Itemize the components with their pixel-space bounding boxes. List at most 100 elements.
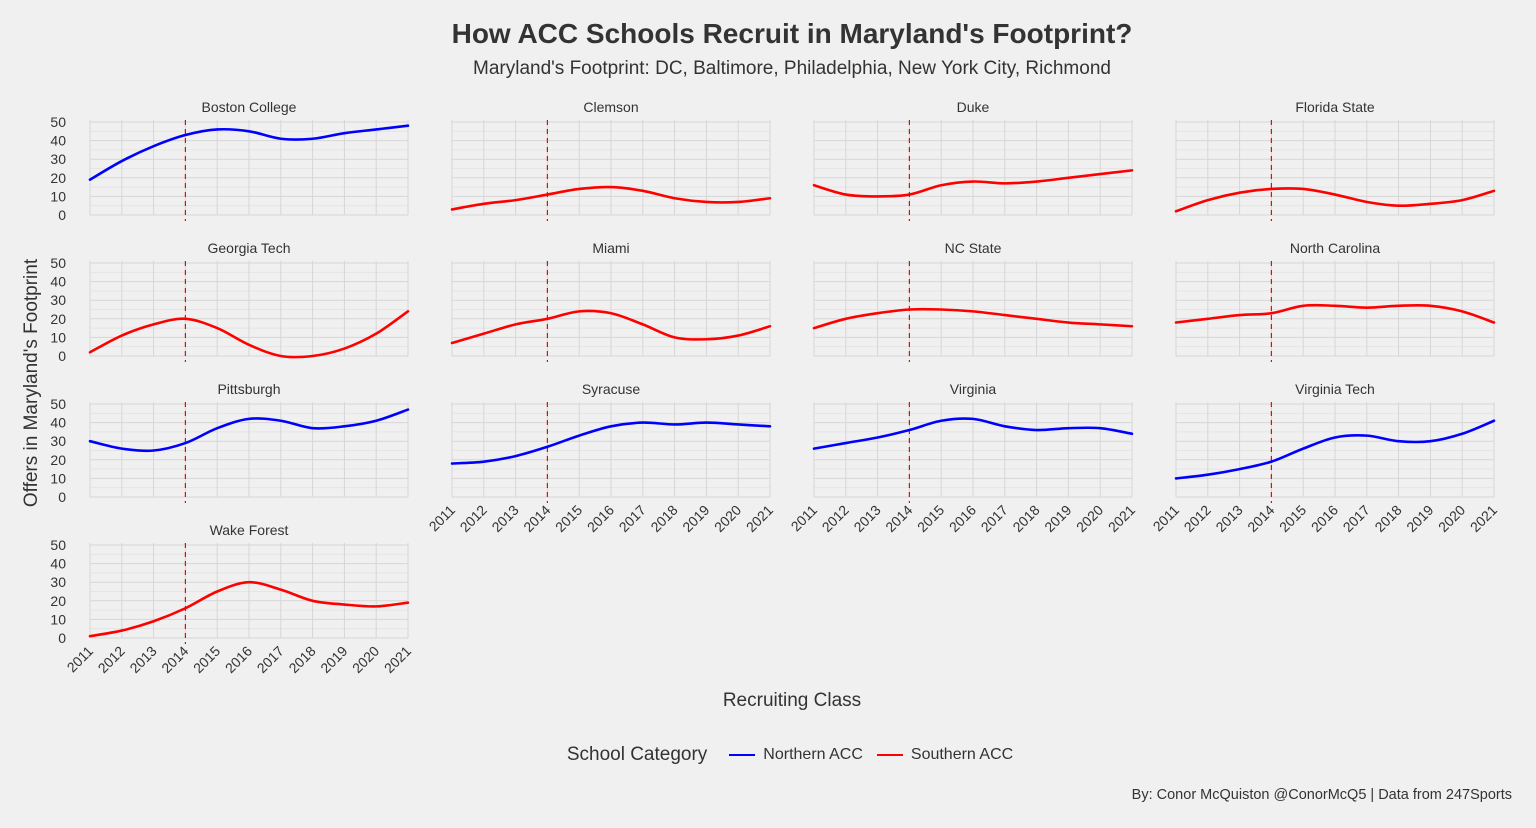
x-tick-label: 2011 (788, 502, 821, 535)
x-tick-label: 2015 (190, 643, 223, 676)
panel-title: Virginia Tech (1295, 381, 1375, 397)
x-tick-label: 2019 (1403, 502, 1436, 535)
y-tick-label: 10 (50, 188, 66, 204)
x-tick-label: 2021 (1105, 502, 1138, 535)
x-tick-label: 2017 (1340, 502, 1373, 535)
y-tick-label: 0 (58, 207, 66, 223)
x-tick-label: 2019 (679, 502, 712, 535)
panel-title: Pittsburgh (217, 381, 280, 397)
y-tick-label: 50 (50, 255, 66, 271)
legend-label-southern: Southern ACC (910, 746, 1014, 763)
x-tick-label: 2013 (1212, 502, 1245, 535)
series-line (88, 310, 410, 359)
x-tick-label: 2017 (616, 502, 649, 535)
x-tick-label: 2018 (647, 502, 680, 535)
panel-clemson: Clemson (450, 99, 772, 221)
y-tick-label: 40 (50, 415, 66, 431)
series-line (1174, 187, 1496, 213)
y-tick-label: 30 (50, 433, 66, 449)
series-line (812, 307, 1134, 330)
x-tick-label: 2013 (850, 502, 883, 535)
series-line (812, 169, 1134, 198)
x-axis-label: Recruiting Class (722, 690, 862, 711)
series-line (450, 421, 772, 465)
y-tick-label: 50 (50, 114, 66, 130)
x-tick-label: 2013 (126, 643, 159, 676)
x-tick-label: 2014 (158, 643, 191, 676)
x-tick-label: 2020 (1073, 502, 1106, 535)
x-tick-label: 2017 (254, 643, 287, 676)
x-tick-label: 2016 (584, 502, 617, 535)
y-tick-label: 0 (58, 489, 66, 505)
x-tick-label: 2018 (1371, 502, 1404, 535)
panel-duke: Duke (812, 99, 1134, 221)
x-tick-label: 2012 (1181, 502, 1214, 535)
x-tick-label: 2014 (520, 502, 553, 535)
panel-title: Georgia Tech (207, 240, 290, 256)
legend-item-southern: Southern ACC (876, 746, 1014, 764)
x-tick-label: 2016 (946, 502, 979, 535)
y-tick-label: 10 (50, 470, 66, 486)
x-tick-label: 2020 (1435, 502, 1468, 535)
panel-miami: Miami (450, 240, 772, 362)
panel-georgia-tech: Georgia Tech 0 10 20 30 40 50 (50, 240, 410, 364)
legend-item-northern: Northern ACC (729, 746, 863, 764)
y-tick-label: 30 (50, 574, 66, 590)
panel-nc-state: NC State (812, 240, 1134, 362)
x-tick-label: 2012 (457, 502, 490, 535)
series-line (450, 185, 772, 211)
panel-title: Wake Forest (210, 522, 289, 538)
series-line (812, 417, 1134, 450)
x-tick-label: 2014 (1244, 502, 1277, 535)
legend: School Category Northern ACC Southern AC… (0, 744, 1536, 766)
x-tick-label: 2021 (381, 643, 414, 676)
y-tick-label: 30 (50, 151, 66, 167)
x-tick-label: 2020 (711, 502, 744, 535)
y-tick-label: 50 (50, 537, 66, 553)
x-tick-label: 2015 (914, 502, 947, 535)
panel-florida-state: Florida State (1174, 99, 1496, 221)
panel-boston-college: Boston College 0 10 20 30 40 50 (50, 99, 410, 223)
y-tick-label: 0 (58, 348, 66, 364)
x-tick-label: 2020 (349, 643, 382, 676)
legend-title: School Category (566, 744, 708, 765)
y-tick-label: 0 (58, 630, 66, 646)
panel-syracuse: Syracuse 20112012201320142015201620172018… (426, 381, 777, 535)
panel-pittsburgh: Pittsburgh 0 10 20 30 40 50 (50, 381, 410, 505)
legend-label-northern: Northern ACC (763, 746, 863, 763)
x-tick-label: 2018 (1009, 502, 1042, 535)
x-tick-label: 2015 (552, 502, 585, 535)
series-line (450, 309, 772, 345)
x-tick-label: 2011 (1150, 502, 1183, 535)
caption: By: Conor McQuiston @ConorMcQ5 | Data fr… (1131, 787, 1512, 803)
x-tick-label: 2014 (882, 502, 915, 535)
y-tick-label: 10 (50, 329, 66, 345)
x-tick-label: 2017 (978, 502, 1011, 535)
legend-swatch-northern (729, 754, 756, 756)
y-tick-label: 40 (50, 133, 66, 149)
y-tick-label: 30 (50, 292, 66, 308)
panel-virginia-tech: Virginia Tech201120122013201420152016201… (1150, 381, 1501, 535)
panel-title: NC State (945, 240, 1002, 256)
x-tick-label: 2021 (743, 502, 776, 535)
chart-title: How ACC Schools Recruit in Maryland's Fo… (451, 18, 1133, 49)
y-tick-label: 40 (50, 274, 66, 290)
y-tick-label: 10 (50, 611, 66, 627)
x-tick-label: 2015 (1276, 502, 1309, 535)
y-tick-label: 20 (50, 311, 66, 327)
y-axis-label: Offers in Maryland's Footprint (21, 258, 42, 508)
x-tick-label: 2018 (285, 643, 318, 676)
y-tick-label: 20 (50, 170, 66, 186)
panel-title: Miami (592, 240, 629, 256)
x-tick-label: 2016 (1308, 502, 1341, 535)
x-tick-label: 2013 (488, 502, 521, 535)
y-tick-label: 40 (50, 556, 66, 572)
panel-title: Virginia (950, 381, 997, 397)
y-tick-label: 20 (50, 593, 66, 609)
series-line (88, 124, 410, 181)
x-tick-label: 2016 (222, 643, 255, 676)
panel-virginia: Virginia 20112012201320142015201620172018… (788, 381, 1139, 535)
series-line (88, 408, 410, 453)
panel-title: Boston College (202, 99, 297, 115)
